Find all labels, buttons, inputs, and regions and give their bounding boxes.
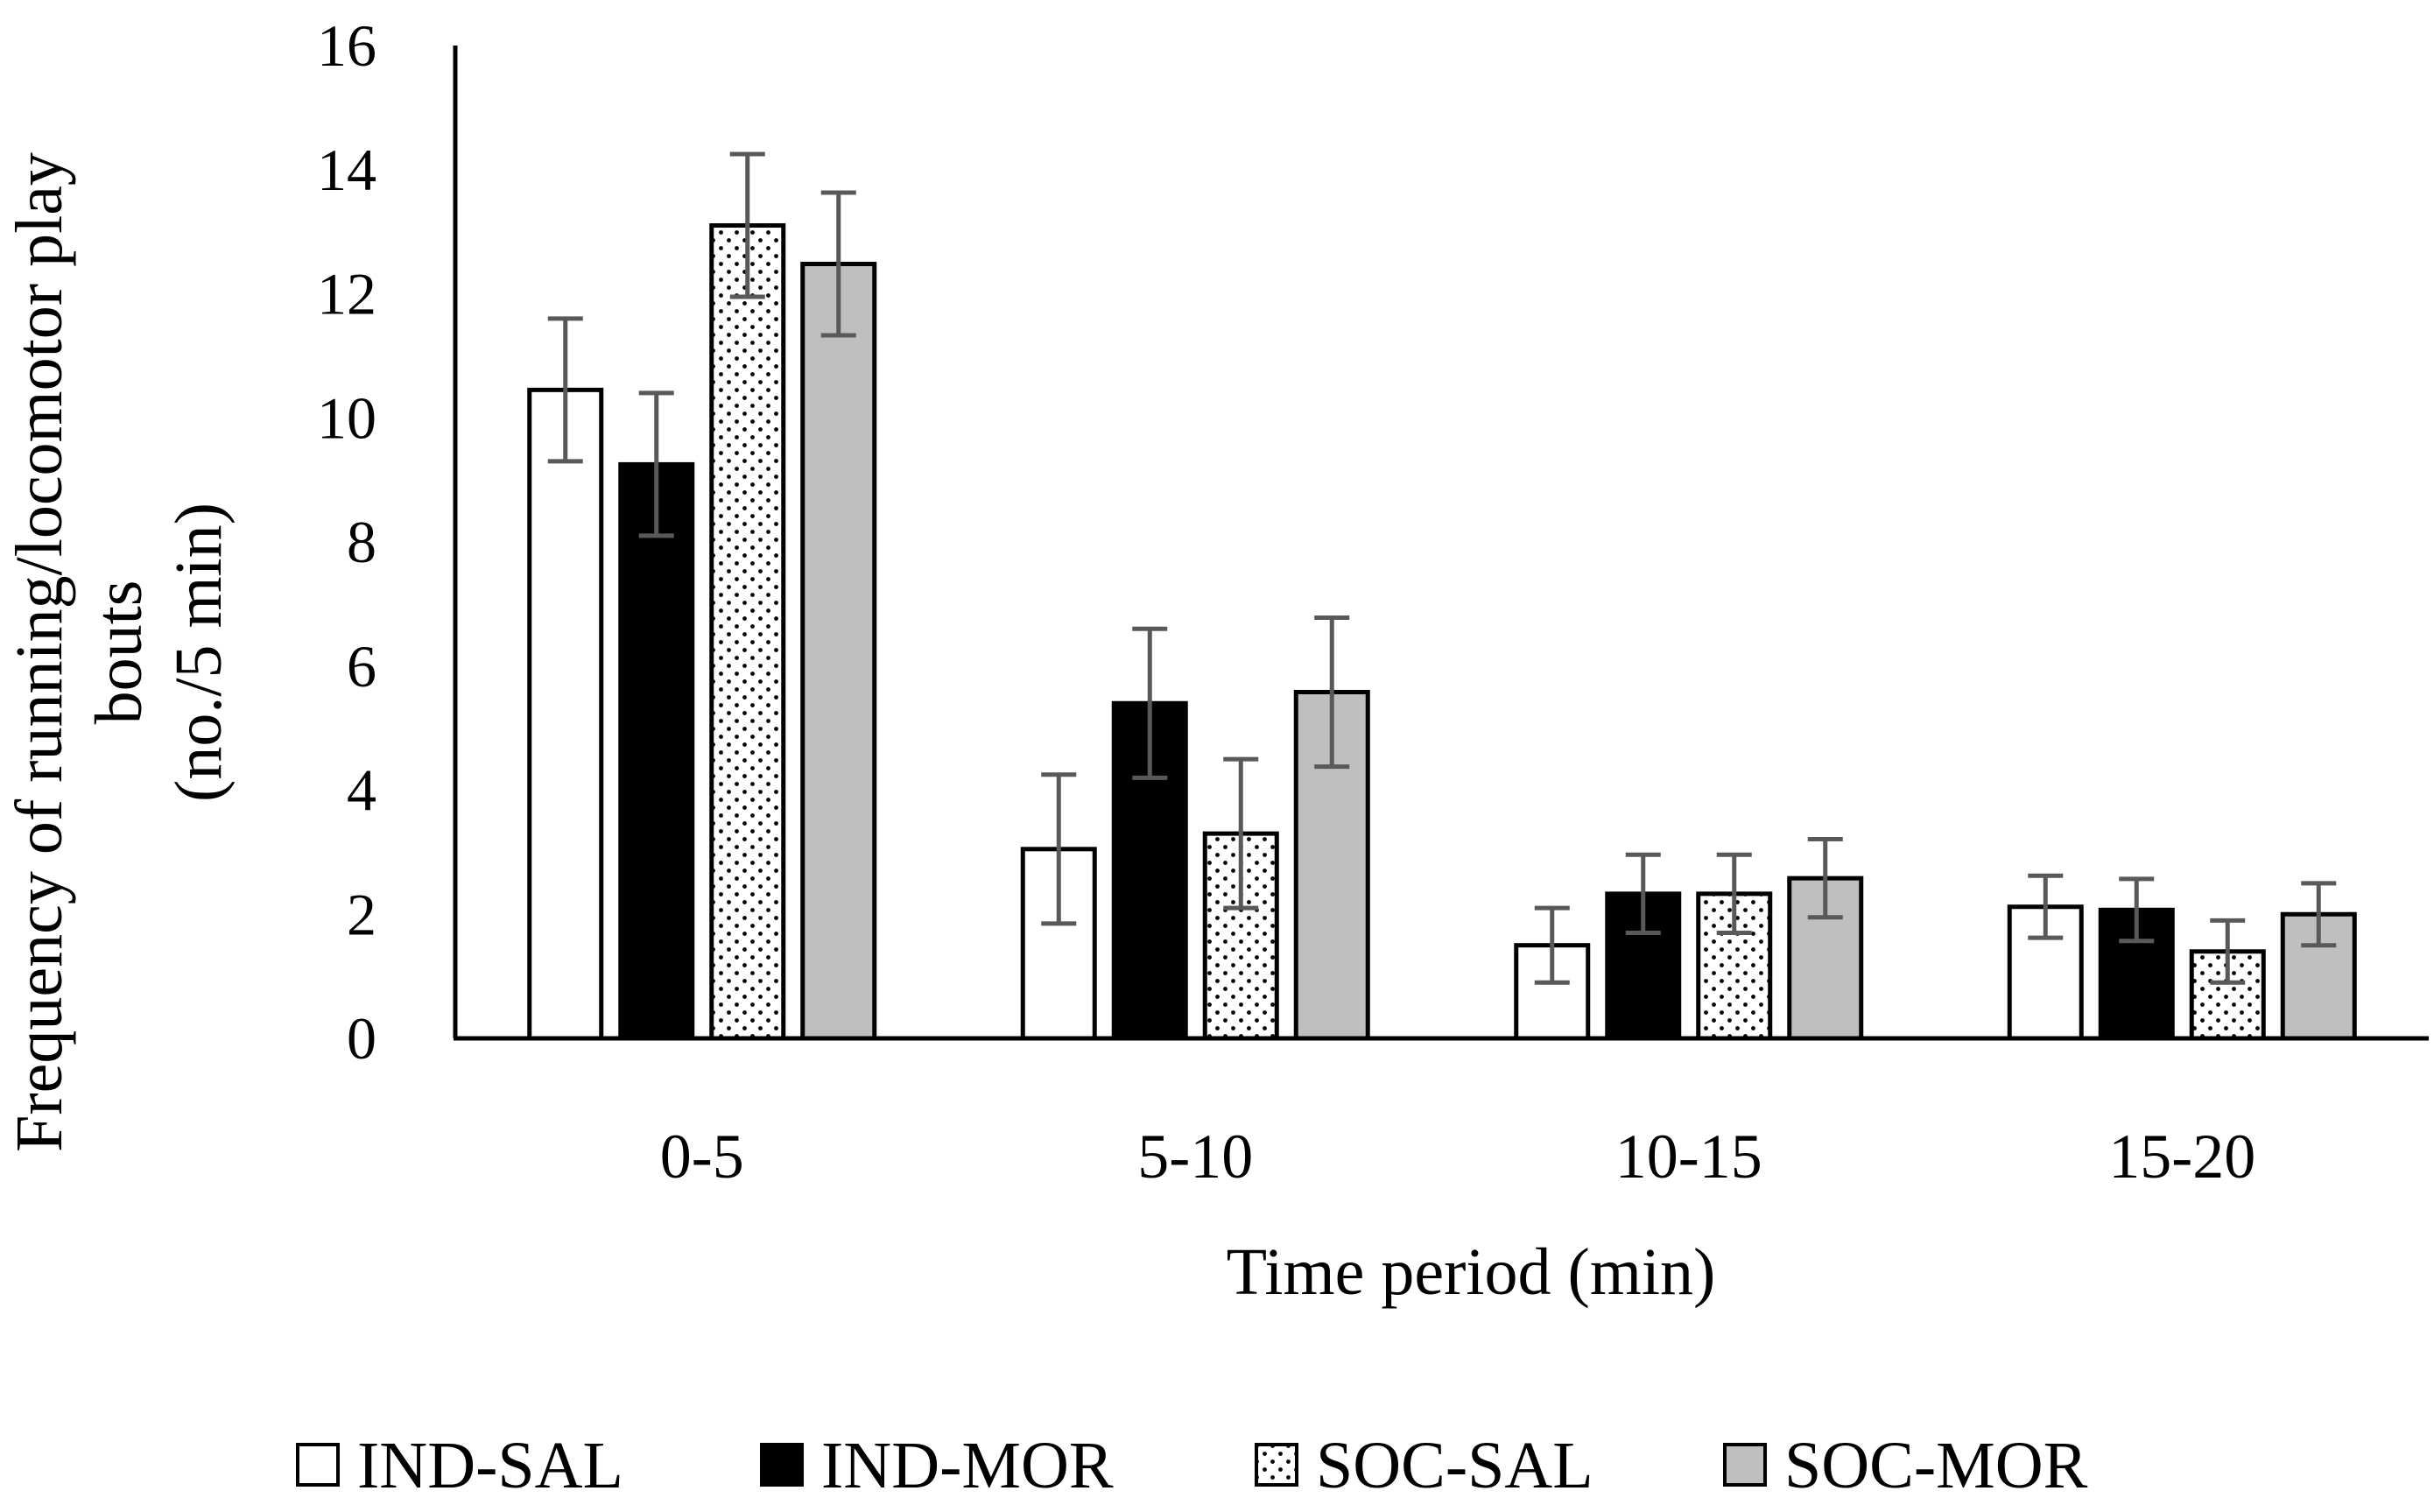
y-tick-label-12: 12 [317,261,376,327]
error-bar-soc-mor-15-20 [2301,881,2337,948]
x-tick-label-5-10: 5-10 [1137,1122,1253,1192]
legend-item-soc-mor: SOC-MOR [1723,1429,2088,1502]
error-bar-soc-mor-10-15 [1807,836,1843,920]
y-axis-title-line-2: bouts [82,580,156,725]
x-tick-labels: 0-5 5-10 10-15 15-20 [660,1122,2255,1192]
bar-soc-mor-5-10 [1293,690,1370,1041]
error-bar-ind-sal-5-10 [1041,772,1077,926]
error-bar-ind-mor-15-20 [2119,876,2155,944]
error-bar-soc-sal-0-5 [729,151,765,299]
bar-ind-mor-0-5 [618,461,695,1041]
error-bar-soc-sal-10-15 [1716,852,1752,936]
y-tick-label-8: 8 [347,509,376,575]
legend-swatch-soc-mor [1723,1443,1767,1487]
legend-label-soc-sal: SOC-SAL [1316,1429,1593,1502]
error-bar-ind-sal-10-15 [1534,905,1570,985]
y-tick-label-14: 14 [317,137,376,203]
y-tick-labels: 0 2 4 6 8 10 12 14 16 [317,12,376,1072]
y-axis-title: Frequency of running/locomotor play bout… [3,152,236,1152]
legend-label-ind-mor: IND-MOR [821,1429,1114,1502]
legend-item-ind-mor: IND-MOR [760,1429,1114,1502]
bar-soc-mor-0-5 [800,261,877,1041]
x-axis-title: Time period (min) [1227,1235,1716,1309]
y-tick-label-10: 10 [317,384,376,451]
y-axis-title-line-1: Frequency of running/locomotor play [3,152,76,1152]
x-tick-label-10-15: 10-15 [1615,1122,1762,1192]
error-bar-ind-sal-15-20 [2028,873,2064,940]
error-bar-ind-sal-0-5 [547,316,583,464]
legend-label-soc-mor: SOC-MOR [1784,1429,2088,1502]
y-tick-label-0: 0 [347,1005,376,1072]
error-bars-layer [547,151,2337,985]
y-tick-label-4: 4 [347,757,376,824]
x-tick-label-0-5: 0-5 [660,1122,744,1192]
bar-ind-sal-0-5 [527,387,604,1041]
y-tick-label-6: 6 [347,633,376,700]
y-tick-label-2: 2 [347,881,376,947]
legend-label-ind-sal: IND-SAL [357,1429,623,1502]
y-axis-title-line-3: (no./5 min) [162,503,236,802]
error-bar-ind-mor-0-5 [638,390,674,538]
legend-item-soc-sal: SOC-SAL [1255,1429,1593,1502]
error-bar-ind-mor-10-15 [1625,852,1661,936]
error-bar-soc-sal-15-20 [2210,918,2246,985]
error-bar-soc-sal-5-10 [1223,756,1259,911]
y-tick-label-16: 16 [317,12,376,79]
error-bar-ind-mor-5-10 [1132,626,1168,780]
bar-soc-sal-0-5 [709,223,786,1041]
x-tick-label-15-20: 15-20 [2108,1122,2255,1192]
bars-layer [527,223,2357,1041]
legend-swatch-ind-mor [760,1443,804,1487]
legend-swatch-soc-sal [1255,1443,1298,1487]
error-bar-soc-mor-0-5 [820,190,856,338]
legend-item-ind-sal: IND-SAL [296,1429,623,1502]
error-bar-soc-mor-5-10 [1314,615,1350,770]
legend-swatch-ind-sal [296,1443,340,1487]
legend: IND-SAL IND-MOR SOC-SAL SOC-MOR [296,1429,2088,1502]
